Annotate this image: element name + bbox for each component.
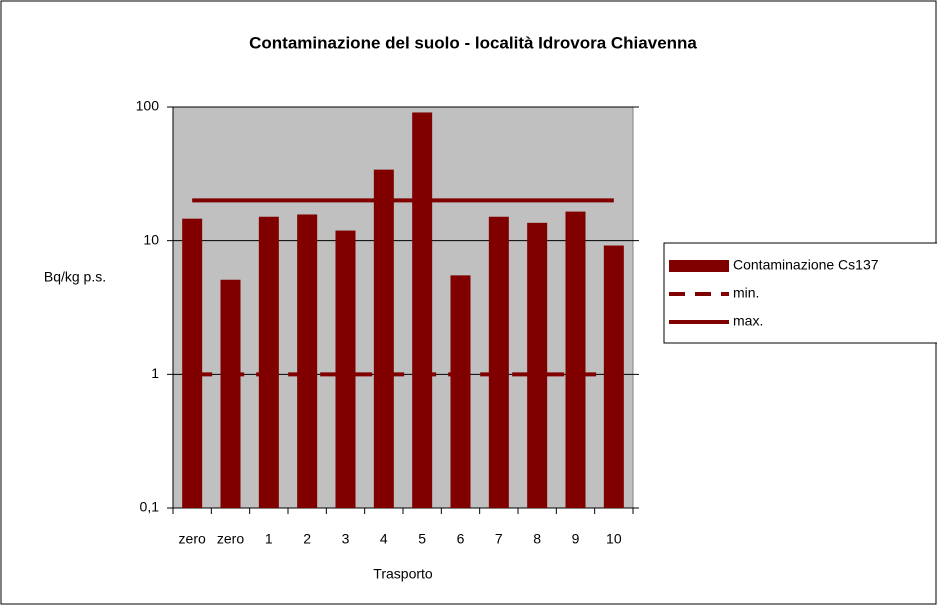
bar [373, 169, 394, 508]
x-tick-label: 3 [342, 531, 350, 547]
bar [488, 216, 509, 508]
x-tick-label: 5 [418, 531, 426, 547]
x-tick-label: zero [217, 531, 244, 547]
x-tick-label: 6 [457, 531, 465, 547]
plot-area [172, 106, 634, 509]
bar [565, 211, 586, 508]
bar [603, 245, 624, 509]
x-tick-label: 4 [380, 531, 388, 547]
y-tick-label: 10 [143, 231, 159, 247]
y-axis-label: Bq/kg p.s. [44, 269, 106, 285]
chart-title: Contaminazione del suolo - località Idro… [249, 33, 697, 52]
x-tick-label: zero [179, 531, 206, 547]
legend-label: Contaminazione Cs137 [733, 257, 879, 273]
x-tick-label: 9 [572, 531, 580, 547]
bar [220, 279, 241, 508]
bar [335, 230, 356, 509]
y-tick-label: 0,1 [140, 499, 160, 515]
legend-swatch [669, 260, 729, 272]
bar [258, 216, 279, 508]
x-tick-label: 10 [606, 531, 622, 547]
x-tick-label: 7 [495, 531, 503, 547]
bar [450, 275, 471, 508]
x-axis-label: Trasporto [373, 566, 433, 582]
y-tick-label: 100 [136, 98, 160, 114]
legend-label: min. [733, 285, 759, 301]
x-tick-label: 8 [533, 531, 541, 547]
bar [527, 222, 548, 509]
bar [182, 218, 203, 508]
bar [412, 112, 433, 509]
legend-label: max. [733, 313, 763, 329]
bar [297, 214, 318, 508]
y-tick-label: 1 [151, 365, 159, 381]
x-tick-label: 1 [265, 531, 273, 547]
x-tick-label: 2 [303, 531, 311, 547]
